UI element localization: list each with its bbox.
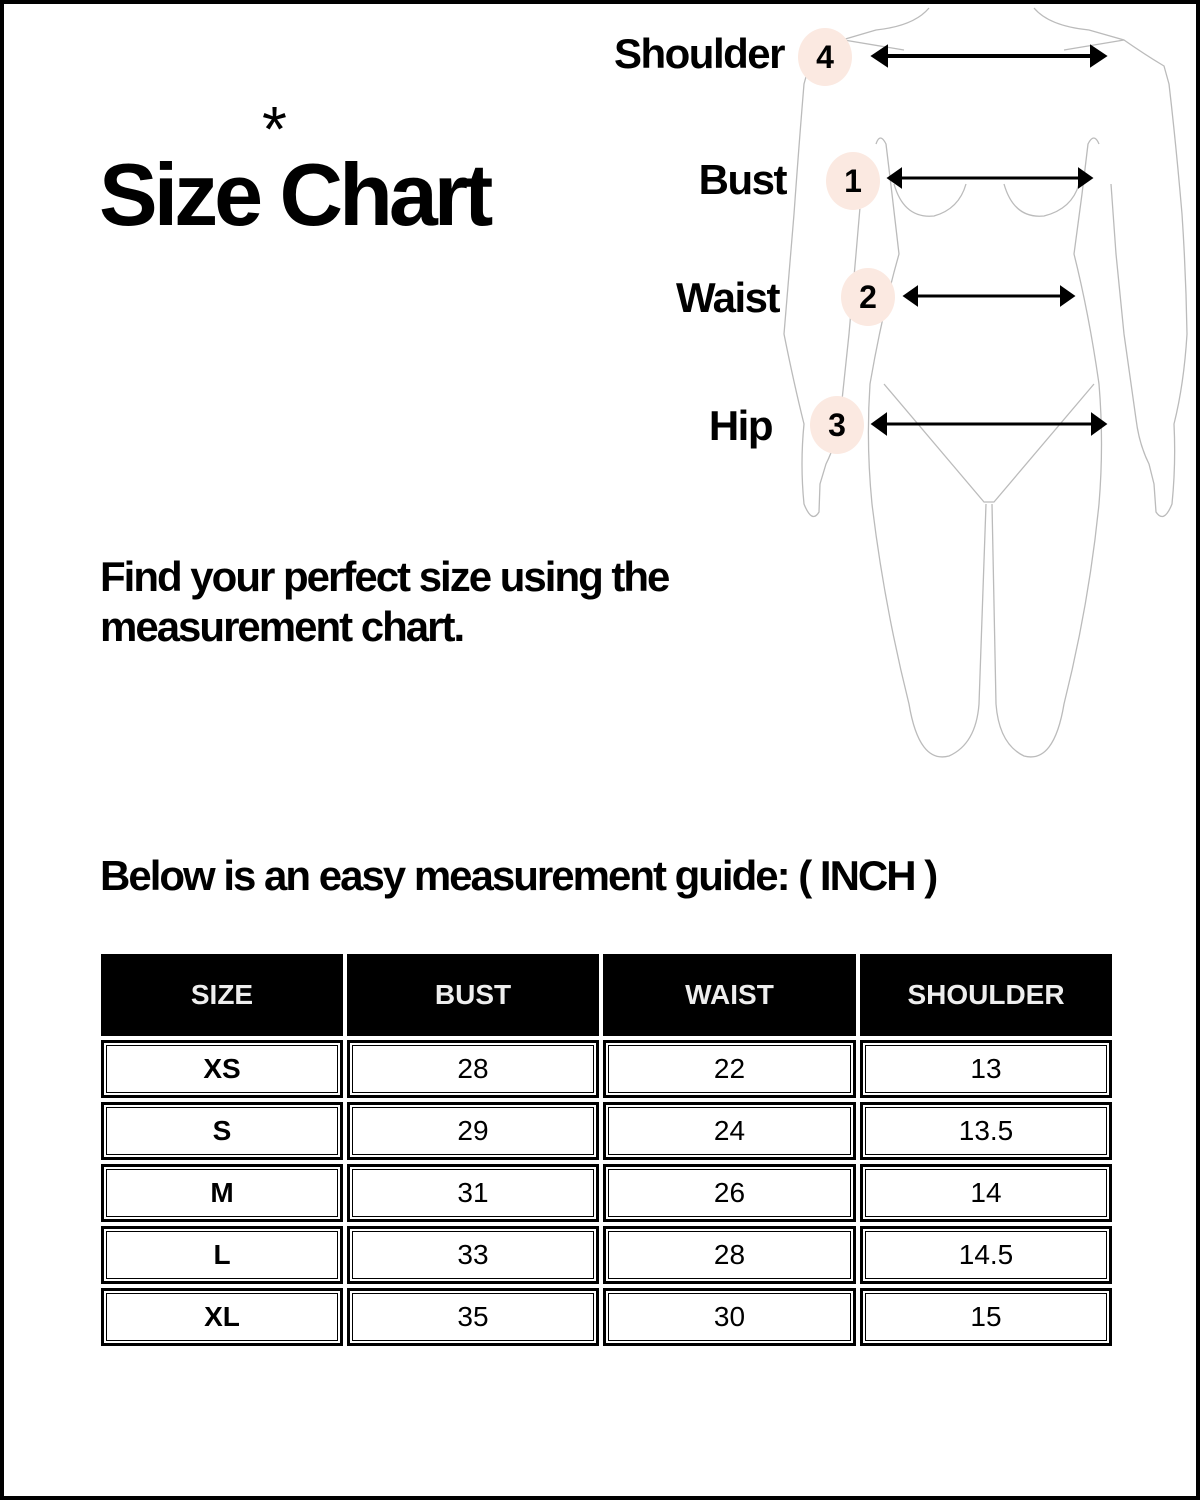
- table-row: XL 35 30 15: [101, 1288, 1112, 1346]
- size-cell: XL: [101, 1288, 343, 1346]
- bust-cell: 35: [347, 1288, 599, 1346]
- hip-number-badge: 3: [810, 396, 864, 454]
- hip-label: Hip: [708, 402, 774, 449]
- shoulder-cell: 15: [860, 1288, 1112, 1346]
- shoulder-number-badge: 4: [798, 28, 852, 86]
- shoulder-label: Shoulder: [613, 30, 786, 77]
- asterisk-icon: *: [262, 93, 287, 165]
- waist-cell: 26: [603, 1164, 856, 1222]
- waist-cell: 24: [603, 1102, 856, 1160]
- bust-cell: 31: [347, 1164, 599, 1222]
- waist-cell: 30: [603, 1288, 856, 1346]
- header-size: SIZE: [101, 954, 343, 1036]
- table-row: S 29 24 13.5: [101, 1102, 1112, 1160]
- shoulder-cell: 13: [860, 1040, 1112, 1098]
- shoulder-cell: 13.5: [860, 1102, 1112, 1160]
- shoulder-cell: 14: [860, 1164, 1112, 1222]
- table-row: M 31 26 14: [101, 1164, 1112, 1222]
- body-outline-illustration: [783, 7, 1188, 758]
- bust-cell: 33: [347, 1226, 599, 1284]
- size-cell: L: [101, 1226, 343, 1284]
- waist-cell: 22: [603, 1040, 856, 1098]
- size-table: SIZE BUST WAIST SHOULDER XS 28 22 13 S 2…: [97, 950, 1116, 1350]
- subtitle: Find your perfect size using the measure…: [100, 553, 670, 650]
- guide-heading: Below is an easy measurement guide: ( IN…: [100, 852, 938, 899]
- size-cell: M: [101, 1164, 343, 1222]
- shoulder-cell: 14.5: [860, 1226, 1112, 1284]
- bust-cell: 29: [347, 1102, 599, 1160]
- size-cell: S: [101, 1102, 343, 1160]
- bust-cell: 28: [347, 1040, 599, 1098]
- table-row: XS 28 22 13: [101, 1040, 1112, 1098]
- bust-number-badge: 1: [826, 152, 880, 210]
- page-title: Size Chart: [99, 145, 493, 244]
- waist-number-badge: 2: [841, 268, 895, 326]
- size-cell: XS: [101, 1040, 343, 1098]
- header-waist: WAIST: [603, 954, 856, 1036]
- header-bust: BUST: [347, 954, 599, 1036]
- waist-label: Waist: [676, 274, 780, 321]
- header-shoulder: SHOULDER: [860, 954, 1112, 1036]
- table-row: L 33 28 14.5: [101, 1226, 1112, 1284]
- bust-label: Bust: [698, 156, 788, 203]
- waist-cell: 28: [603, 1226, 856, 1284]
- table-header-row: SIZE BUST WAIST SHOULDER: [101, 954, 1112, 1036]
